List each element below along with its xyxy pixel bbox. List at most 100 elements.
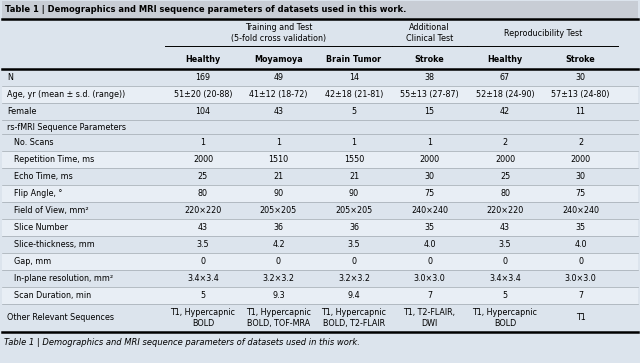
Text: 1550: 1550	[344, 155, 364, 164]
Text: 80: 80	[198, 189, 208, 198]
Text: 240×240: 240×240	[411, 206, 448, 215]
Text: 4.0: 4.0	[423, 240, 436, 249]
Text: 11: 11	[575, 107, 586, 116]
Text: 80: 80	[500, 189, 510, 198]
Text: 51±20 (20-88): 51±20 (20-88)	[173, 90, 232, 99]
Text: Stroke: Stroke	[415, 56, 444, 65]
Text: Flip Angle, °: Flip Angle, °	[14, 189, 62, 198]
Text: 90: 90	[349, 189, 359, 198]
Text: 2: 2	[502, 138, 508, 147]
Text: 1510: 1510	[268, 155, 289, 164]
Text: 42±18 (21-81): 42±18 (21-81)	[325, 90, 383, 99]
Text: T1, T2-FLAIR,
DWI: T1, T2-FLAIR, DWI	[403, 308, 456, 328]
Text: Repetition Time, ms: Repetition Time, ms	[14, 155, 94, 164]
Bar	[2, 120, 638, 134]
Text: 4.0: 4.0	[574, 240, 587, 249]
Bar	[2, 86, 638, 103]
Text: 38: 38	[424, 73, 435, 82]
Text: 57±13 (24-80): 57±13 (24-80)	[551, 90, 610, 99]
Text: 7: 7	[578, 291, 583, 300]
Text: T1, Hypercapnic
BOLD: T1, Hypercapnic BOLD	[170, 308, 236, 328]
Bar	[2, 168, 638, 185]
Text: In-plane resolution, mm²: In-plane resolution, mm²	[14, 274, 113, 283]
Text: 3.4×3.4: 3.4×3.4	[187, 274, 219, 283]
Text: 0: 0	[351, 257, 356, 266]
Text: 15: 15	[424, 107, 435, 116]
Text: 90: 90	[273, 189, 284, 198]
Bar	[2, 103, 638, 120]
Text: 3.2×3.2: 3.2×3.2	[338, 274, 370, 283]
Text: 25: 25	[500, 172, 510, 181]
Text: 1: 1	[351, 138, 356, 147]
Text: 43: 43	[273, 107, 284, 116]
Text: 42: 42	[500, 107, 510, 116]
Text: 0: 0	[502, 257, 508, 266]
Text: 5: 5	[200, 291, 205, 300]
Bar	[2, 1, 638, 19]
Text: 43: 43	[500, 223, 510, 232]
Text: 5: 5	[351, 107, 356, 116]
Text: 205×205: 205×205	[260, 206, 297, 215]
Text: 55±13 (27-87): 55±13 (27-87)	[400, 90, 459, 99]
Bar	[2, 253, 638, 270]
Text: 1: 1	[276, 138, 281, 147]
Text: Female: Female	[7, 107, 36, 116]
Text: 0: 0	[427, 257, 432, 266]
Bar	[2, 202, 638, 219]
Text: 36: 36	[349, 223, 359, 232]
Text: Age, yr (mean ± s.d. (range)): Age, yr (mean ± s.d. (range))	[7, 90, 125, 99]
Text: 3.5: 3.5	[348, 240, 360, 249]
Text: 240×240: 240×240	[562, 206, 599, 215]
Text: 0: 0	[578, 257, 583, 266]
Text: 7: 7	[427, 291, 432, 300]
Bar	[2, 51, 638, 69]
Text: Reproducibility Test: Reproducibility Test	[504, 29, 582, 37]
Text: 2000: 2000	[570, 155, 591, 164]
Text: 2000: 2000	[495, 155, 515, 164]
Text: 49: 49	[273, 73, 284, 82]
Text: 1: 1	[200, 138, 205, 147]
Text: 43: 43	[198, 223, 208, 232]
Text: 3.2×3.2: 3.2×3.2	[262, 274, 294, 283]
Text: 3.5: 3.5	[196, 240, 209, 249]
Text: 1: 1	[427, 138, 432, 147]
Bar	[2, 134, 638, 151]
Text: 4.2: 4.2	[272, 240, 285, 249]
Text: Gap, mm: Gap, mm	[14, 257, 51, 266]
Text: 3.0×3.0: 3.0×3.0	[413, 274, 445, 283]
Bar	[2, 19, 638, 51]
Text: 41±12 (18-72): 41±12 (18-72)	[249, 90, 308, 99]
Text: T1, Hypercapnic
BOLD, TOF-MRA: T1, Hypercapnic BOLD, TOF-MRA	[246, 308, 311, 328]
Text: 220×220: 220×220	[486, 206, 524, 215]
Text: Healthy: Healthy	[488, 56, 523, 65]
Text: Field of View, mm²: Field of View, mm²	[14, 206, 88, 215]
Text: 2: 2	[578, 138, 583, 147]
Text: 220×220: 220×220	[184, 206, 221, 215]
Bar	[2, 219, 638, 236]
Text: T1, Hypercapnic
BOLD: T1, Hypercapnic BOLD	[472, 308, 538, 328]
Text: 30: 30	[575, 172, 586, 181]
Text: 0: 0	[276, 257, 281, 266]
Text: 30: 30	[575, 73, 586, 82]
Text: 169: 169	[195, 73, 211, 82]
Text: Table 1 | Demographics and MRI sequence parameters of datasets used in this work: Table 1 | Demographics and MRI sequence …	[4, 338, 360, 347]
Text: Additional
Clinical Test: Additional Clinical Test	[406, 23, 453, 43]
Text: Table 1 | Demographics and MRI sequence parameters of datasets used in this work: Table 1 | Demographics and MRI sequence …	[5, 5, 406, 15]
Text: 75: 75	[424, 189, 435, 198]
Text: 36: 36	[273, 223, 284, 232]
Text: Training and Test
(5-fold cross validation): Training and Test (5-fold cross validati…	[231, 23, 326, 43]
Text: 75: 75	[575, 189, 586, 198]
Text: 205×205: 205×205	[335, 206, 372, 215]
Text: 52±18 (24-90): 52±18 (24-90)	[476, 90, 534, 99]
Text: Brain Tumor: Brain Tumor	[326, 56, 381, 65]
Text: Healthy: Healthy	[186, 56, 221, 65]
Text: 2000: 2000	[419, 155, 440, 164]
Text: Scan Duration, min: Scan Duration, min	[14, 291, 91, 300]
Text: T1, Hypercapnic
BOLD, T2-FLAIR: T1, Hypercapnic BOLD, T2-FLAIR	[321, 308, 387, 328]
Text: Moyamoya: Moyamoya	[254, 56, 303, 65]
Text: Echo Time, ms: Echo Time, ms	[14, 172, 73, 181]
Text: 14: 14	[349, 73, 359, 82]
Text: 3.0×3.0: 3.0×3.0	[564, 274, 596, 283]
Text: rs-fMRI Sequence Parameters: rs-fMRI Sequence Parameters	[7, 122, 126, 131]
Text: 25: 25	[198, 172, 208, 181]
